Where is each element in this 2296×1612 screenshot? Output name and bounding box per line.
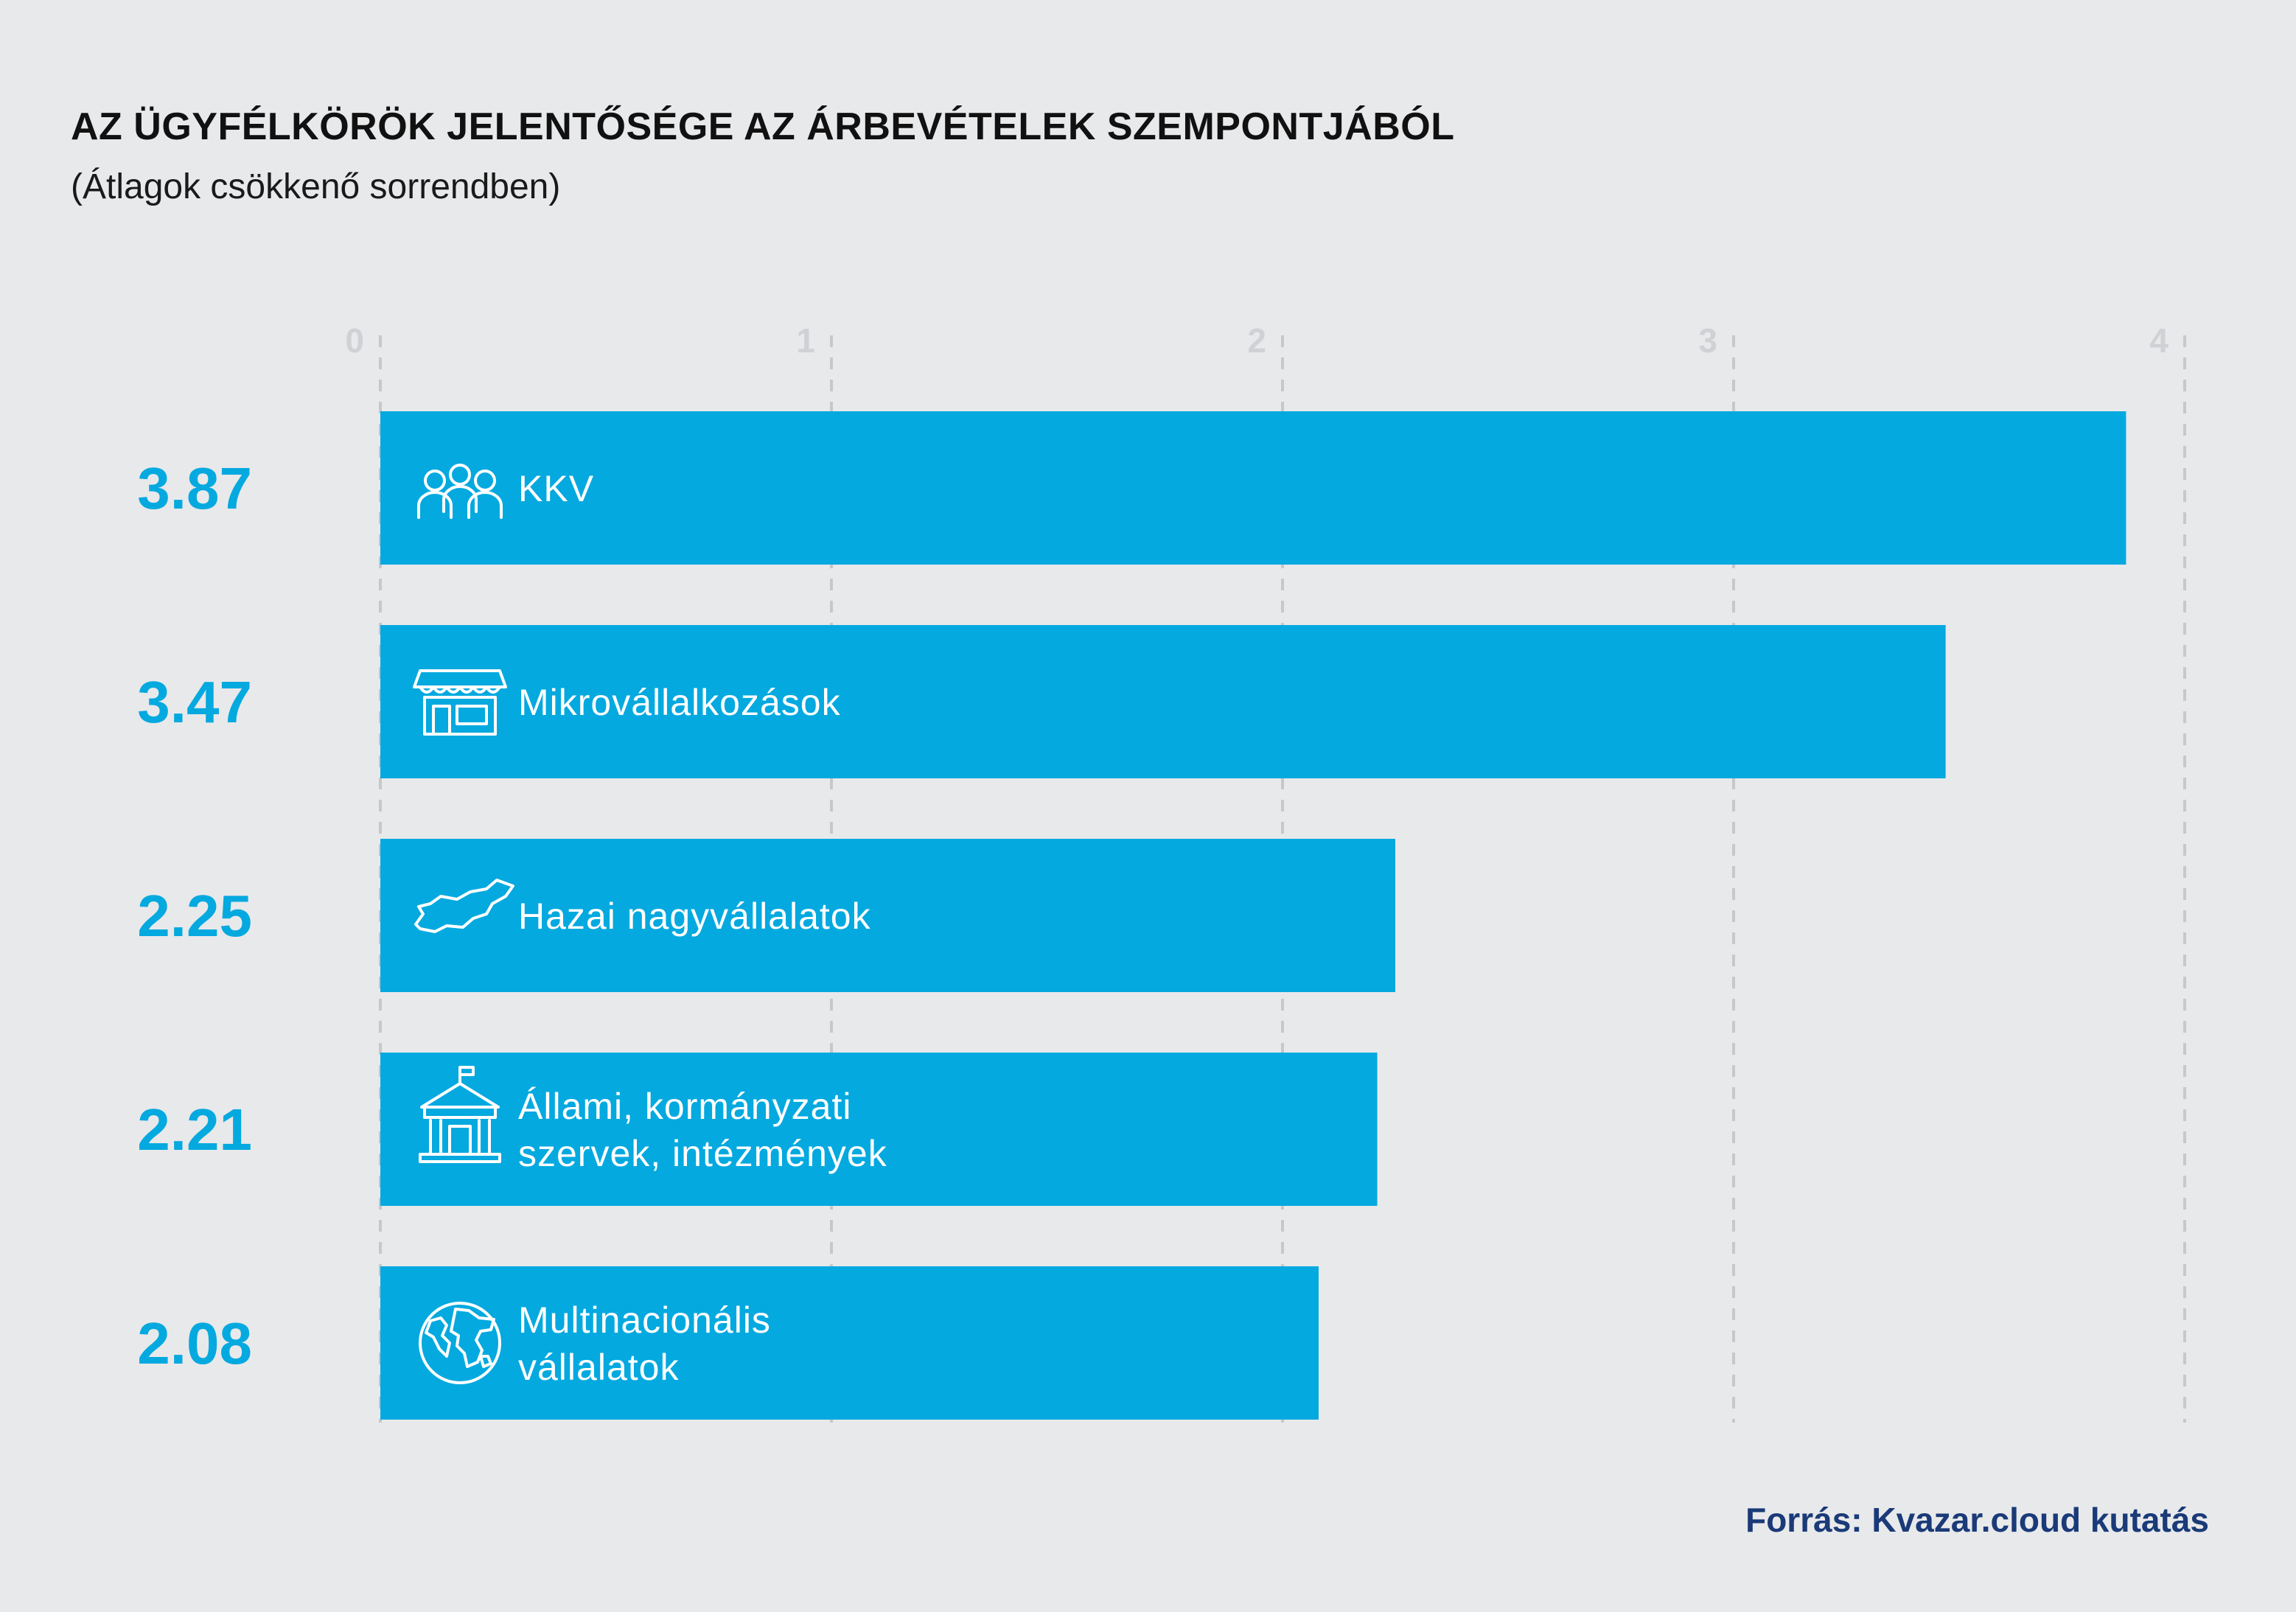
source-note: Forrás: Kvazar.cloud kutatás — [1745, 1501, 2209, 1539]
x-tick-label: 1 — [796, 321, 815, 360]
value-label: 3.87 — [137, 456, 252, 521]
value-label: 2.25 — [137, 883, 252, 949]
value-label: 2.21 — [137, 1097, 252, 1162]
bar — [380, 411, 2126, 565]
value-label: 3.47 — [137, 669, 252, 735]
bar — [380, 625, 1946, 778]
bars: 3.87 KKV 3.47 Mikrovállalkozások 2.25 Hazai n… — [137, 411, 2126, 1420]
x-axis-ticks: 0 1 2 3 4 — [345, 321, 2168, 360]
government-building-icon — [419, 1066, 501, 1163]
globe-icon — [419, 1302, 501, 1384]
x-tick-label: 4 — [2149, 321, 2168, 360]
bar-label: szervek, intézmények — [518, 1133, 887, 1174]
bar-label: KKV — [518, 468, 594, 509]
chart-title: AZ ÜGYFÉLKÖRÖK JELENTŐSÉGE AZ ÁRBEVÉTELE… — [71, 105, 1455, 148]
bar-label: Mikrovállalkozások — [518, 682, 841, 723]
x-tick-label: 0 — [345, 321, 364, 360]
bar-label: vállalatok — [518, 1347, 679, 1388]
x-tick-label: 2 — [1247, 321, 1266, 360]
hungary-map-icon — [414, 879, 514, 933]
bar-label: Hazai nagyvállalatok — [518, 896, 871, 937]
bar-label: Multinacionális — [518, 1299, 771, 1341]
bar — [380, 1266, 1319, 1420]
x-tick-label: 3 — [1698, 321, 1717, 360]
chart-subtitle: (Átlagok csökkenő sorrendben) — [71, 167, 561, 206]
value-label: 2.08 — [137, 1311, 252, 1376]
people-group-icon — [417, 464, 503, 519]
bar-label: Állami, kormányzati — [518, 1086, 851, 1127]
storefront-icon — [413, 669, 507, 736]
bar — [380, 839, 1395, 992]
bar — [380, 1053, 1378, 1206]
